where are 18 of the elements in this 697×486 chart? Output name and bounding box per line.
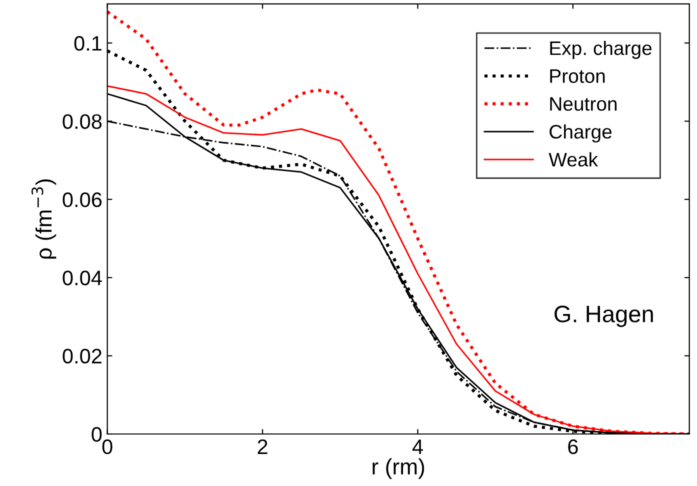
- x-axis-title: r (rm): [372, 458, 424, 479]
- annotation: G. Hagen: [554, 306, 653, 328]
- x-tick-label: 0: [102, 439, 112, 454]
- y-tick-label: 0.04: [62, 270, 102, 286]
- x-tick-label: 4: [412, 440, 423, 454]
- y-tick-label: 0.06: [62, 192, 102, 208]
- y-tick-label: 0: [92, 427, 102, 442]
- y-axis-title: ρ (fm$^{−3}$): [31, 179, 56, 259]
- x-tick-label: 2: [258, 439, 268, 454]
- x-tick-label: 6: [568, 439, 578, 454]
- legend-label: Proton: [550, 69, 605, 83]
- y-tick-label: 0.1: [74, 36, 102, 51]
- legend-label: Charge: [550, 124, 612, 143]
- legend-label: Exp. charge: [550, 40, 652, 59]
- y-tick-label: 0.08: [62, 114, 102, 129]
- y-tick-label: 0.02: [62, 348, 102, 364]
- legend-label: Neutron: [550, 97, 617, 111]
- legend-label: Weak: [548, 152, 598, 167]
